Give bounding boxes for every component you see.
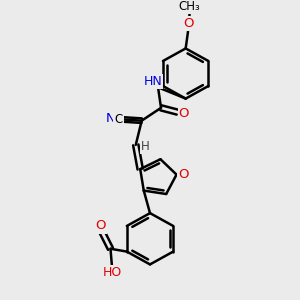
Text: C: C — [114, 113, 123, 126]
Text: O: O — [95, 219, 106, 232]
Text: O: O — [178, 168, 188, 181]
Text: H: H — [141, 140, 150, 153]
Text: HN: HN — [143, 75, 162, 88]
Text: N: N — [106, 112, 116, 125]
Text: CH₃: CH₃ — [179, 0, 200, 13]
Text: O: O — [184, 17, 194, 30]
Text: O: O — [179, 107, 189, 120]
Text: HO: HO — [102, 266, 122, 279]
